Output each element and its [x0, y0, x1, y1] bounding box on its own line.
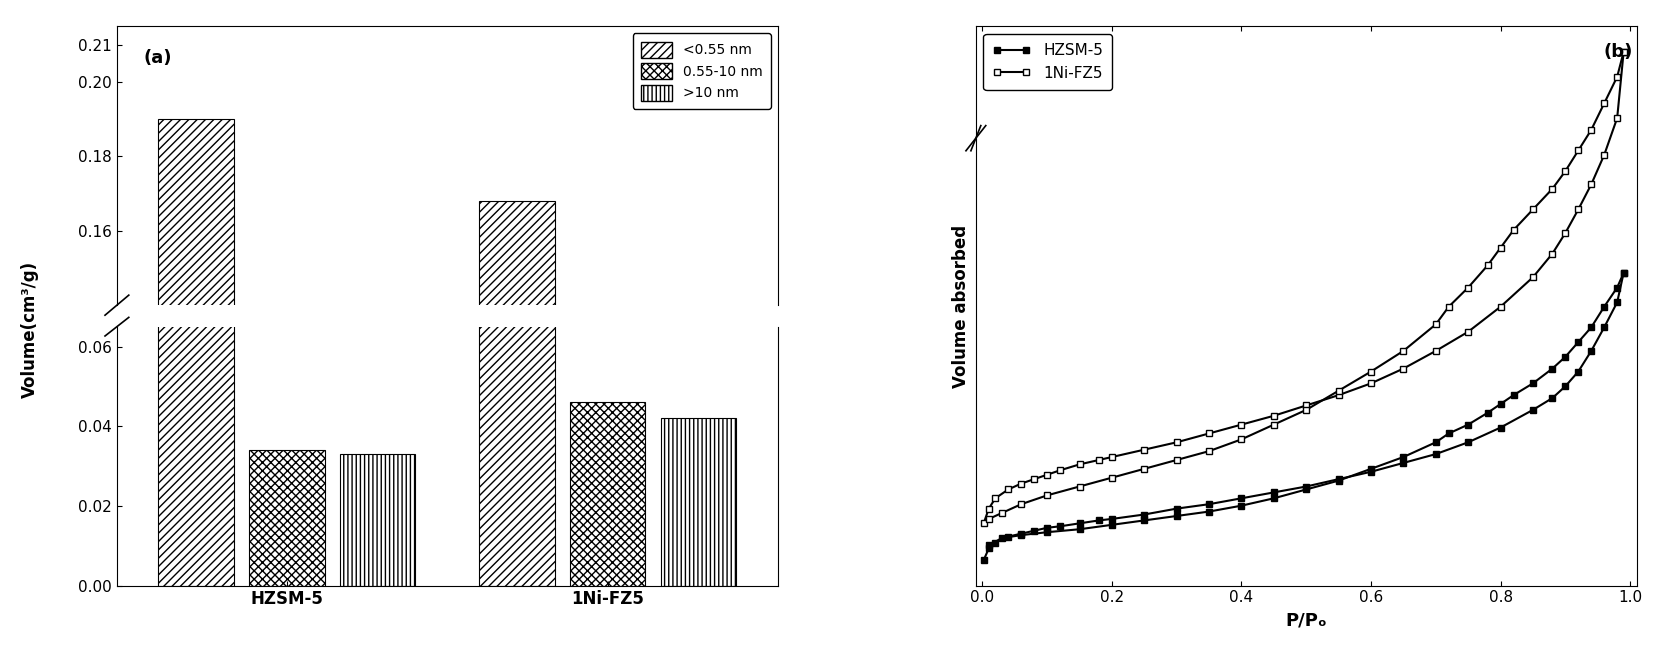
- HZSM-5: [1102, 515, 1122, 523]
- 1Ni-FZ5: [1024, 475, 1044, 483]
- HZSM-5: [1523, 406, 1543, 414]
- Bar: [569, 403, 646, 586]
- 1Ni-FZ5: [1607, 114, 1627, 122]
- Bar: [159, 0, 234, 586]
- HZSM-5: [1167, 505, 1187, 513]
- HZSM-5: [1037, 524, 1057, 532]
- Bar: [249, 450, 324, 586]
- 1Ni-FZ5: [1393, 365, 1413, 372]
- HZSM-5: [999, 533, 1019, 541]
- Bar: [479, 201, 554, 658]
- Text: Volume(cm³/g): Volume(cm³/g): [22, 261, 38, 397]
- Bar: [159, 119, 234, 658]
- Y-axis label: Volume absorbed: Volume absorbed: [952, 224, 970, 388]
- HZSM-5: [1595, 323, 1615, 331]
- HZSM-5: [974, 556, 994, 564]
- Bar: [339, 454, 416, 586]
- 1Ni-FZ5: [1543, 249, 1563, 257]
- 1Ni-FZ5: [1050, 467, 1070, 474]
- Bar: [569, 655, 646, 658]
- HZSM-5: [1607, 298, 1627, 306]
- HZSM-5: [1134, 511, 1154, 519]
- 1Ni-FZ5: [1264, 412, 1284, 420]
- HZSM-5: [985, 538, 1005, 546]
- 1Ni-FZ5: [985, 494, 1005, 502]
- HZSM-5: [1296, 482, 1316, 490]
- HZSM-5: [1024, 527, 1044, 535]
- 1Ni-FZ5: [1296, 401, 1316, 409]
- HZSM-5: [1581, 347, 1602, 355]
- 1Ni-FZ5: [1069, 461, 1089, 468]
- 1Ni-FZ5: [1426, 347, 1446, 355]
- Legend: HZSM-5, 1Ni-FZ5: HZSM-5, 1Ni-FZ5: [984, 34, 1112, 90]
- Bar: [479, 0, 554, 586]
- HZSM-5: [1050, 522, 1070, 530]
- HZSM-5: [1264, 488, 1284, 496]
- HZSM-5: [1361, 468, 1381, 476]
- 1Ni-FZ5: [1329, 392, 1349, 399]
- HZSM-5: [1231, 494, 1251, 502]
- 1Ni-FZ5: [1595, 151, 1615, 159]
- HZSM-5: [1458, 438, 1478, 446]
- 1Ni-FZ5: [1012, 480, 1032, 488]
- Text: (a): (a): [144, 49, 172, 66]
- Line: 1Ni-FZ5: 1Ni-FZ5: [980, 48, 1627, 527]
- Line: HZSM-5: HZSM-5: [980, 269, 1627, 564]
- HZSM-5: [1012, 530, 1032, 538]
- 1Ni-FZ5: [1491, 303, 1511, 311]
- HZSM-5: [1426, 450, 1446, 458]
- Legend: <0.55 nm, 0.55-10 nm, >10 nm: <0.55 nm, 0.55-10 nm, >10 nm: [633, 34, 770, 109]
- 1Ni-FZ5: [1089, 456, 1109, 464]
- HZSM-5: [1089, 517, 1109, 524]
- 1Ni-FZ5: [1613, 48, 1633, 56]
- 1Ni-FZ5: [974, 519, 994, 527]
- 1Ni-FZ5: [1231, 420, 1251, 428]
- 1Ni-FZ5: [1037, 470, 1057, 478]
- 1Ni-FZ5: [1167, 438, 1187, 446]
- HZSM-5: [1555, 382, 1575, 390]
- X-axis label: P/Pₒ: P/Pₒ: [1286, 611, 1328, 629]
- 1Ni-FZ5: [1523, 273, 1543, 281]
- 1Ni-FZ5: [1581, 180, 1602, 188]
- 1Ni-FZ5: [1361, 380, 1381, 388]
- HZSM-5: [1568, 368, 1588, 376]
- HZSM-5: [1199, 500, 1219, 508]
- HZSM-5: [1393, 459, 1413, 467]
- 1Ni-FZ5: [1458, 328, 1478, 336]
- HZSM-5: [1069, 519, 1089, 527]
- HZSM-5: [1613, 269, 1633, 277]
- HZSM-5: [1491, 424, 1511, 432]
- HZSM-5: [1329, 475, 1349, 483]
- HZSM-5: [1543, 394, 1563, 402]
- Bar: [661, 418, 736, 586]
- Text: (b): (b): [1603, 43, 1633, 61]
- 1Ni-FZ5: [1134, 445, 1154, 453]
- 1Ni-FZ5: [1199, 430, 1219, 438]
- HZSM-5: [979, 544, 999, 552]
- 1Ni-FZ5: [1102, 453, 1122, 461]
- 1Ni-FZ5: [979, 505, 999, 513]
- 1Ni-FZ5: [999, 486, 1019, 494]
- 1Ni-FZ5: [1555, 229, 1575, 237]
- 1Ni-FZ5: [1568, 205, 1588, 213]
